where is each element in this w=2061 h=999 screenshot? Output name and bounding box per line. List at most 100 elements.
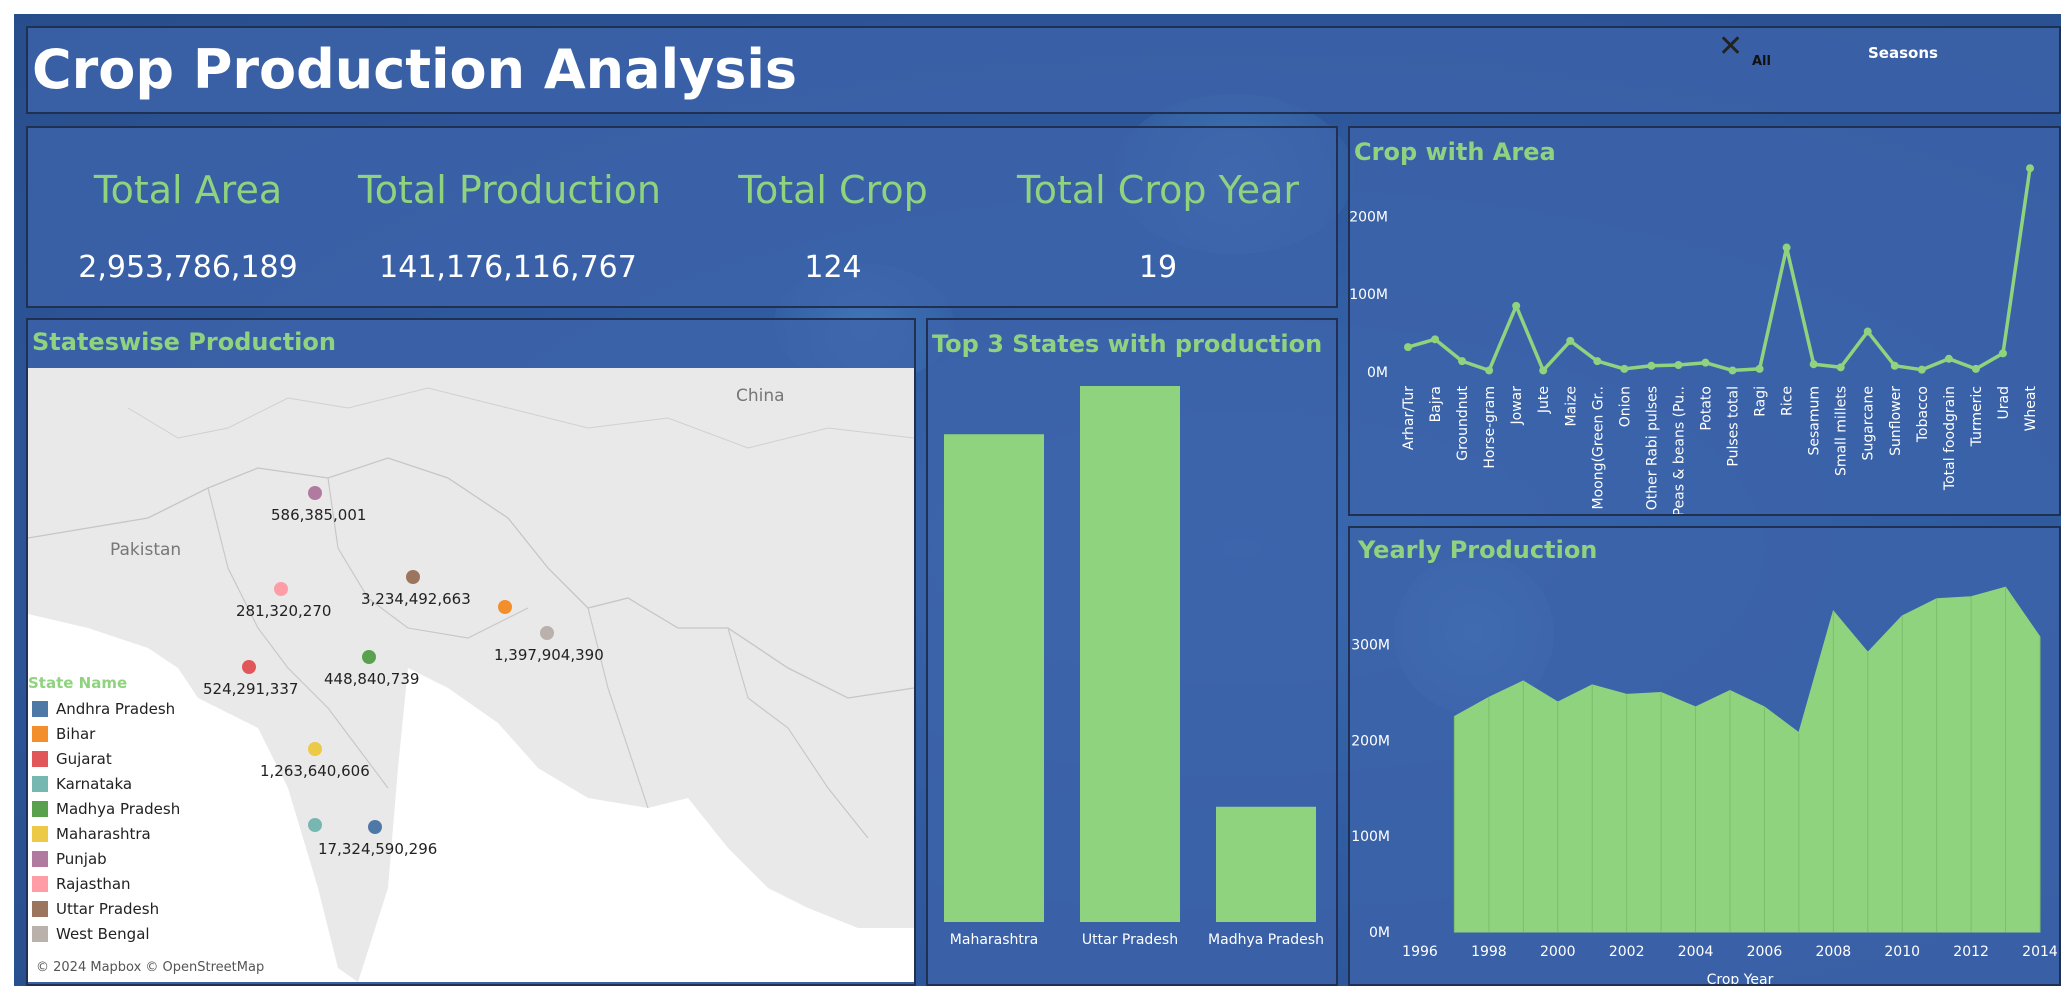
data-point <box>1458 357 1467 366</box>
x-tick-label: Groundnut <box>1455 385 1471 460</box>
data-point <box>1593 357 1602 366</box>
top3-title: Top 3 States with production <box>932 330 1323 358</box>
legend-swatch <box>32 800 48 817</box>
legend-swatch <box>32 925 48 942</box>
data-point <box>1890 361 1899 370</box>
marker-punjab[interactable] <box>308 486 322 500</box>
x-tick-label: 2014 <box>2022 944 2058 960</box>
series-area <box>1453 586 2041 933</box>
legend-label: Rajasthan <box>56 874 131 893</box>
season-filter-value[interactable]: All <box>1752 54 1771 69</box>
legend-label: Gujarat <box>56 749 112 768</box>
legend-label: Bihar <box>56 724 96 743</box>
y-tick-label: 200M <box>1350 209 1388 225</box>
map-area[interactable]: China Pakistan 586,385,001 281,320,270 3… <box>28 368 914 982</box>
data-point <box>1701 358 1710 367</box>
x-tick-label: Potato <box>1699 386 1715 431</box>
kpi-total-crop-label: Total Crop <box>738 168 928 212</box>
data-point <box>1404 343 1412 352</box>
marker-uttar-pradesh-label: 3,234,492,663 <box>361 590 471 608</box>
yearly-area-chart: 0M 100M 200M 300M 1996 1998 2000 2002 2004 2006 20… <box>1351 586 2058 984</box>
data-point <box>1836 363 1845 372</box>
page-title: Crop Production Analysis <box>32 38 798 101</box>
map-basemap <box>28 368 914 982</box>
marker-rajasthan-label: 281,320,270 <box>236 602 332 620</box>
y-tick-label: 100M <box>1350 287 1388 303</box>
bar-label: Madhya Pradesh <box>1208 932 1324 948</box>
x-tick-label: 1998 <box>1471 944 1507 960</box>
legend-swatch <box>32 900 48 917</box>
marker-andhra-pradesh[interactable] <box>368 820 382 834</box>
marker-west-bengal[interactable] <box>540 626 554 640</box>
marker-andhra-pradesh-label: 17,324,590,296 <box>318 840 438 858</box>
legend-item-uttar-pradesh[interactable]: Uttar Pradesh <box>32 896 159 921</box>
marker-madhya-pradesh-label: 448,840,739 <box>324 670 420 688</box>
bar-label: Uttar Pradesh <box>1082 932 1178 948</box>
x-tick-label: Jute <box>1536 386 1552 414</box>
x-tick-label: Other Rabi pulses <box>1644 386 1660 510</box>
legend-label: Madhya Pradesh <box>56 799 181 818</box>
x-tick-label: Total foodgrain <box>1942 386 1958 491</box>
marker-maharashtra[interactable] <box>308 742 322 756</box>
marker-karnataka[interactable] <box>308 818 322 832</box>
kpi-total-crop-year-label: Total Crop Year <box>1016 168 1300 212</box>
data-point <box>1485 366 1494 375</box>
legend-item-punjab[interactable]: Punjab <box>32 846 107 871</box>
marker-maharashtra-label: 1,263,640,606 <box>260 762 370 780</box>
legend-item-madhya-pradesh[interactable]: Madhya Pradesh <box>32 796 180 821</box>
legend-item-bihar[interactable]: Bihar <box>32 721 95 746</box>
legend-swatch <box>32 825 48 842</box>
legend-item-karnataka[interactable]: Karnataka <box>32 771 132 796</box>
x-tick-label: 2010 <box>1884 944 1920 960</box>
x-tick-label: Peas & beans (Pu.. <box>1671 386 1687 514</box>
legend-item-andhra-pradesh[interactable]: Andhra Pradesh <box>32 696 175 721</box>
x-tick-label: Onion <box>1617 386 1633 427</box>
header-panel: Crop Production Analysis ✕ All Seasons <box>26 26 2061 114</box>
x-tick-label: Pulses total <box>1726 386 1742 467</box>
legend-label: West Bengal <box>56 924 150 943</box>
marker-uttar-pradesh[interactable] <box>406 570 420 584</box>
marker-gujarat[interactable] <box>242 660 256 674</box>
x-tick-label: Turmeric <box>1969 386 1985 447</box>
x-tick-label: Sunflower <box>1888 386 1904 456</box>
series-line <box>1407 167 2032 373</box>
kpi-total-crop-value: 124 <box>804 250 862 285</box>
legend-item-gujarat[interactable]: Gujarat <box>32 746 112 771</box>
x-tick-label: Jowar <box>1509 386 1525 426</box>
legend-item-rajasthan[interactable]: Rajasthan <box>32 871 131 896</box>
data-point <box>1539 366 1548 375</box>
kpi-total-area-value: 2,953,786,189 <box>78 250 298 285</box>
x-tick-label: 2006 <box>1747 944 1783 960</box>
bar-madhya-pradesh <box>1216 806 1316 922</box>
kpi-panel: Total Area 2,953,786,189 Total Productio… <box>26 126 1338 308</box>
marker-bihar[interactable] <box>498 600 512 614</box>
data-point <box>1971 364 1980 373</box>
map-legend: State Name Andhra Pradesh Bihar Gujarat … <box>28 674 228 964</box>
marker-rajasthan[interactable] <box>274 582 288 596</box>
data-point <box>1647 361 1656 370</box>
data-point <box>1944 354 1953 363</box>
y-tick-label: 0M <box>1369 925 1390 941</box>
x-tick-label: 2000 <box>1540 944 1576 960</box>
legend-item-west-bengal[interactable]: West Bengal <box>32 921 150 946</box>
x-tick-label: 1996 <box>1402 944 1438 960</box>
legend-label: Karnataka <box>56 774 133 793</box>
x-axis-title: Crop Year <box>1707 972 1774 984</box>
y-tick-label: 100M <box>1351 829 1390 845</box>
y-tick-label: 0M <box>1367 365 1388 381</box>
legend-item-maharashtra[interactable]: Maharashtra <box>32 821 151 846</box>
kpi-total-production-label: Total Production <box>358 168 661 212</box>
marker-madhya-pradesh[interactable] <box>362 650 376 664</box>
x-tick-label: Horse-gram <box>1482 386 1498 469</box>
x-tick-label: Bajra <box>1428 386 1444 422</box>
x-tick-label: Maize <box>1563 386 1579 427</box>
data-point <box>1782 243 1791 252</box>
x-tick-label: Moong(Green Gr.. <box>1590 386 1606 510</box>
data-point <box>1674 361 1683 369</box>
clear-filter-icon[interactable]: ✕ <box>1718 29 1744 64</box>
x-tick-label: Rice <box>1780 386 1796 416</box>
x-tick-label: 2004 <box>1678 944 1714 960</box>
map-attribution: © 2024 Mapbox © OpenStreetMap <box>36 960 265 975</box>
legend-title: State Name <box>28 674 128 692</box>
data-point <box>1998 349 2007 358</box>
